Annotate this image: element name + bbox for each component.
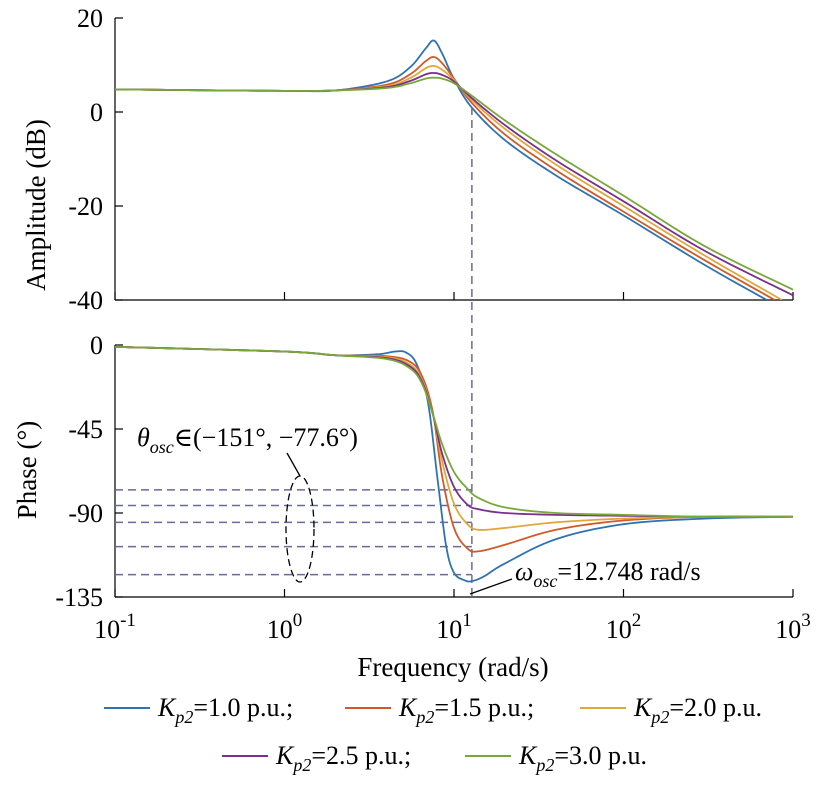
phase-panel: -135 -90 -45 0	[55, 331, 794, 612]
amplitude-y-tick-label: -40	[68, 286, 103, 315]
amplitude-y-tick-label: -20	[68, 192, 103, 221]
amplitude-y-tick-label: 0	[90, 98, 103, 127]
omega-pointer-line	[469, 578, 513, 595]
theta-osc-annotation: θosc∈(−151°, −77.6°)	[137, 423, 358, 457]
x-tick-label: 100	[267, 610, 303, 644]
x-tick-label: 103	[775, 610, 811, 644]
phase-series-line	[115, 345, 793, 583]
legend-entry: Kp2=1.0 p.u.;	[157, 693, 293, 727]
phase-axis-label: Phase (°)	[12, 421, 42, 520]
frequency-axis-label: Frequency (rad/s)	[357, 652, 548, 682]
amplitude-y-tick-label: 20	[77, 4, 103, 33]
legend-entry: Kp2=1.5 p.u.;	[398, 693, 534, 727]
phase-series-line	[115, 345, 793, 518]
legend-entry: Kp2=2.0 p.u.	[633, 693, 762, 727]
legend: Kp2=1.0 p.u.; Kp2=1.5 p.u.; Kp2=2.0 p.u. Kp…	[104, 693, 762, 775]
phase-y-tick-label: -90	[68, 499, 103, 528]
theta-range-ellipse	[285, 475, 315, 583]
omega-osc-annotation: ωosc=12.748 rad/s	[515, 557, 701, 591]
x-tick-labels: 10-1 100 101 102 103	[94, 610, 811, 644]
amplitude-series-line	[115, 64, 783, 300]
theta-pointer-line	[286, 452, 301, 477]
phase-y-tick-label: 0	[90, 331, 103, 360]
x-tick-label: 101	[436, 610, 472, 644]
phase-y-tick-label: -135	[55, 583, 103, 612]
annotations: θosc∈(−151°, −77.6°) ωosc=12.748 rad/s	[137, 423, 701, 595]
amplitude-series-line	[115, 39, 768, 300]
legend-entry: Kp2=2.5 p.u.;	[275, 741, 411, 775]
amplitude-series-line	[115, 72, 793, 297]
phase-y-tick-label: -45	[68, 415, 103, 444]
amplitude-axis-label: Amplitude (dB)	[21, 119, 51, 291]
legend-entry: Kp2=3.0 p.u.	[518, 741, 647, 775]
amplitude-panel: -40 -20 0 20	[68, 4, 794, 597]
x-tick-label: 102	[606, 610, 642, 644]
x-tick-label: 10-1	[94, 610, 136, 644]
amplitude-series-line	[115, 76, 793, 291]
amplitude-series-line	[115, 56, 776, 300]
